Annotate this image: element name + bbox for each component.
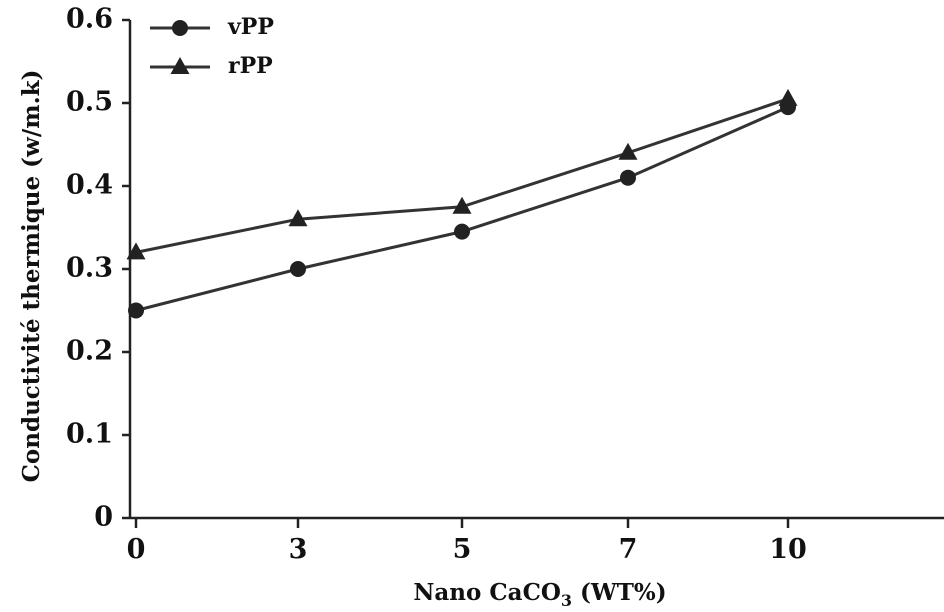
- legend-item-rpp: rPP: [150, 53, 273, 79]
- x-tick-label: 5: [453, 534, 472, 565]
- data-point-rpp: [126, 242, 146, 260]
- y-tick-label: 0.1: [66, 419, 113, 450]
- x-tick-label: 10: [769, 534, 807, 565]
- y-ticks: 0 0.1 0.2 0.3 0.4 0.5 0.6: [66, 4, 130, 533]
- x-ticks: 0 3 5 7 10: [127, 518, 807, 565]
- legend-marker-triangle-icon: [170, 57, 190, 74]
- x-tick-label: 0: [127, 534, 146, 565]
- legend: vPP rPP: [150, 14, 274, 79]
- data-point-vpp: [128, 302, 144, 319]
- x-axis-title-unit: (WT%): [572, 579, 667, 606]
- y-tick-label: 0: [94, 502, 113, 533]
- data-point-vpp: [454, 223, 470, 240]
- data-point-rpp: [618, 142, 638, 160]
- x-tick-label: 7: [619, 534, 638, 565]
- data-point-rpp: [288, 209, 308, 227]
- x-axis-title: Nano CaCO3 (WT%): [413, 579, 666, 610]
- y-tick-label: 0.2: [66, 336, 113, 367]
- legend-label-vpp: vPP: [227, 14, 274, 40]
- data-point-rpp: [452, 196, 472, 214]
- data-point-rpp: [778, 88, 798, 106]
- y-tick-label: 0.5: [66, 87, 113, 118]
- y-axis-title: Conductivité thermique (w/m.k): [18, 70, 45, 483]
- y-tick-label: 0.3: [66, 253, 113, 284]
- data-point-vpp: [620, 169, 636, 186]
- legend-item-vpp: vPP: [150, 14, 274, 40]
- legend-label-rpp: rPP: [228, 53, 273, 79]
- x-axis-title-main: Nano CaCO: [413, 579, 561, 606]
- y-tick-label: 0.4: [66, 170, 113, 201]
- axes: [128, 20, 944, 520]
- data-point-vpp: [290, 261, 306, 277]
- legend-marker-circle-icon: [172, 20, 188, 36]
- x-tick-label: 3: [289, 534, 308, 565]
- series-layer: [126, 88, 798, 319]
- x-axis-title-subscript: 3: [561, 591, 572, 610]
- y-tick-label: 0.6: [66, 4, 113, 35]
